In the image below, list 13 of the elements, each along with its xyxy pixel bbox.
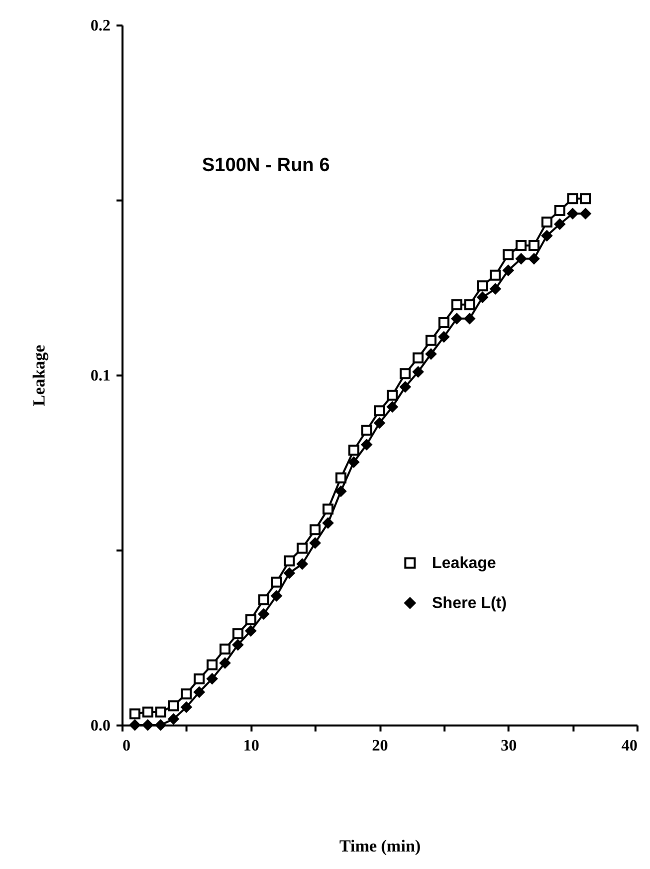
- x-tick-label: 0: [122, 738, 130, 754]
- x-axis-title: Time (min): [339, 836, 421, 856]
- legend-label: Leakage: [432, 555, 496, 572]
- y-axis-title: Leakage: [30, 344, 48, 406]
- x-tick-label: 40: [622, 738, 638, 754]
- x-tick-label: 30: [500, 738, 517, 754]
- text: S100N - Run 6: [202, 155, 330, 176]
- x-tick-label: 10: [243, 738, 260, 754]
- x-tick-label: 20: [372, 738, 388, 754]
- y-tick-label: 0.1: [90, 368, 110, 384]
- y-tick-label: 0.2: [90, 18, 110, 34]
- y-tick-label: 0.0: [90, 718, 110, 734]
- legend-label: Shere L(t): [432, 595, 507, 612]
